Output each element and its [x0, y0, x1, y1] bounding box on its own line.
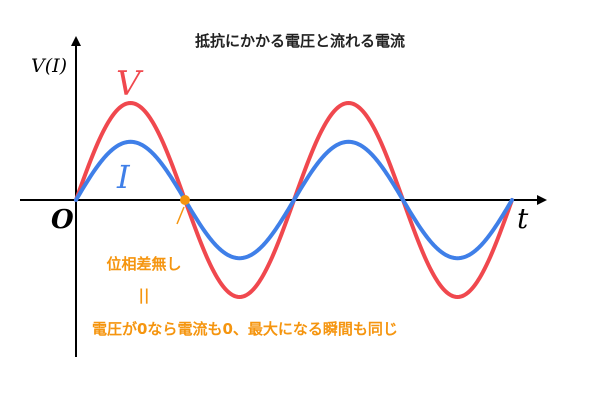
x-axis-label: t [517, 202, 529, 235]
annotation-equals-sign: || [139, 286, 150, 305]
y-axis-label: V(I) [31, 55, 67, 77]
series-v-label: V [116, 64, 144, 104]
annotation-explanation-text: 電圧が0なら電流も0、最大になる瞬間も同じ [92, 320, 398, 338]
series-i-line [74, 139, 514, 261]
annotation-phase-text: 位相差無し [106, 255, 181, 273]
annotation-pointer [176, 206, 185, 225]
origin-label: O [51, 205, 74, 235]
zero-crossing-marker [180, 195, 190, 205]
chart-title: 抵抗にかかる電圧と流れる電流 [195, 32, 405, 50]
series-i-label: I [116, 158, 131, 196]
